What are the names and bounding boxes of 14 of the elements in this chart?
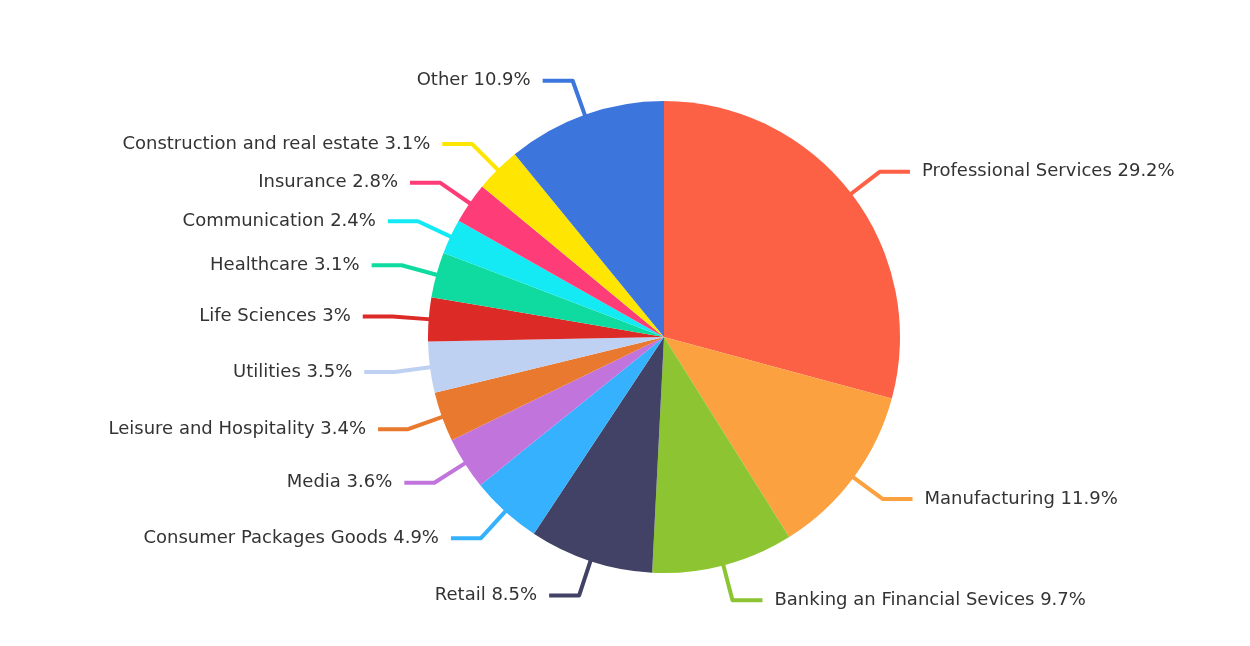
slice-label: Healthcare 3.1%	[210, 252, 360, 274]
slice-label: Other 10.9%	[416, 68, 531, 90]
slice-label: Leisure and Hospitality 3.4%	[108, 416, 367, 438]
slice-label: Retail 8.5%	[434, 583, 538, 605]
slice-label: Construction and real estate 3.1%	[122, 131, 431, 153]
slice-label: Consumer Packages Goods 4.9%	[143, 525, 439, 547]
slice-label: Banking an Financial Sevices 9.7%	[774, 587, 1086, 609]
slice-label: Utilities 3.5%	[233, 359, 353, 381]
slice-label: Media 3.6%	[286, 470, 393, 492]
slice-label: Insurance 2.8%	[258, 170, 398, 192]
slice-label: Manufacturing 11.9%	[924, 486, 1118, 508]
slice-label: Communication 2.4%	[182, 208, 376, 230]
slice-label: Life Sciences 3%	[199, 304, 351, 326]
slice-label: Professional Services 29.2%	[921, 159, 1175, 181]
